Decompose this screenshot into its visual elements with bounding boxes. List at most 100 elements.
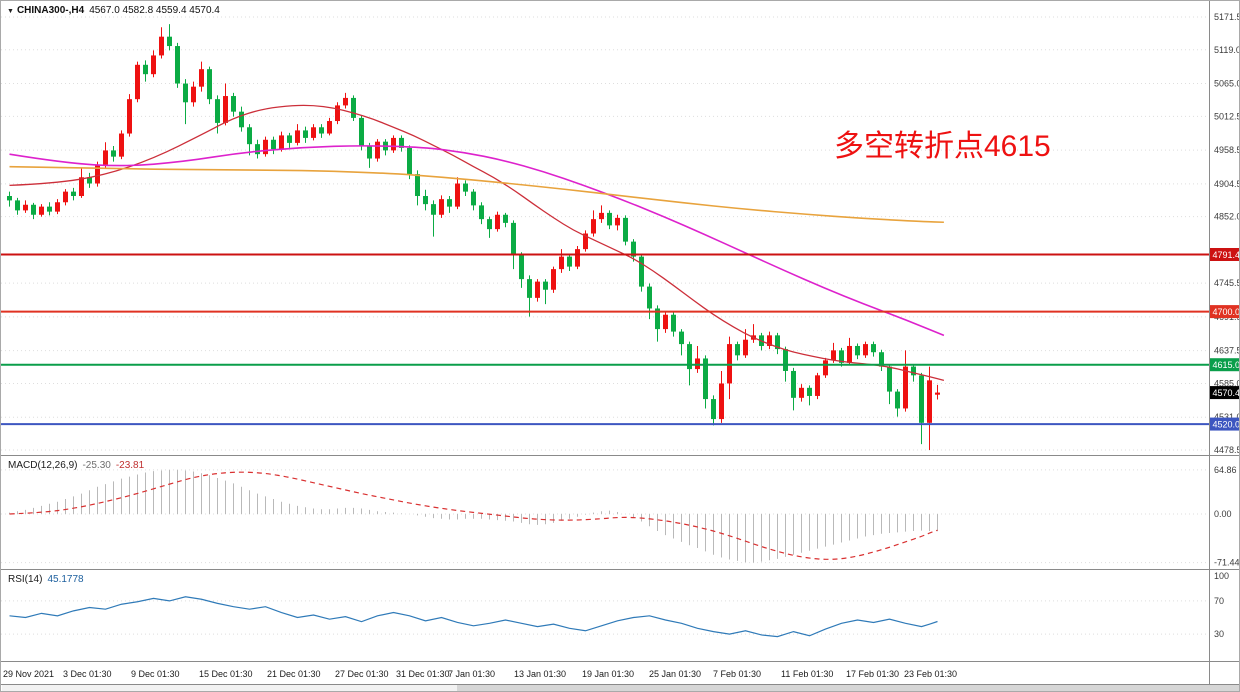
candle-body [775, 335, 780, 350]
time-axis: 29 Nov 2021 3 Dec 01:30 9 Dec 01:30 15 Dec … [1, 669, 1239, 683]
hline-price-badge-label: 4520.0 [1213, 420, 1240, 430]
candle-body [127, 99, 132, 134]
price-tick-label: 5171.5 [1214, 12, 1239, 22]
price-tick-label: 5065.0 [1214, 79, 1239, 89]
time-label: 7 Feb 01:30 [713, 669, 762, 679]
candle-body [735, 344, 740, 356]
time-label: 27 Dec 01:30 [335, 669, 389, 679]
price-tick-label: 4585.0 [1214, 378, 1239, 388]
candles-layer [7, 24, 940, 450]
time-label: 25 Jan 01:30 [649, 669, 702, 679]
time-label: 21 Dec 01:30 [267, 669, 321, 679]
current-price-badge [1210, 386, 1239, 400]
candle-body [39, 206, 44, 215]
candle-body [615, 217, 620, 226]
candle-body [159, 36, 164, 56]
candle-body [647, 286, 652, 309]
rsi-tick-label: 70 [1214, 596, 1224, 606]
time-label: 17 Feb 01:30 [846, 669, 900, 679]
scrollbar-thumb[interactable] [457, 685, 1239, 691]
candle-body [231, 96, 236, 112]
candle-body [271, 139, 276, 150]
price-tick-label: 4478.5 [1214, 445, 1239, 455]
candle-body [847, 345, 852, 363]
price-tick-label: 4745.5 [1214, 278, 1239, 288]
collapse-triangle-icon[interactable]: ▼ [7, 8, 14, 15]
candle-body [863, 344, 868, 356]
candle-body [799, 387, 804, 398]
candle-body [183, 83, 188, 103]
candle-body [311, 127, 316, 138]
candle-body [303, 130, 308, 138]
candle-body [447, 199, 452, 207]
candle-body [15, 200, 20, 211]
candle-body [543, 281, 548, 290]
time-label: 11 Feb 01:30 [781, 669, 834, 679]
candle-body [639, 256, 644, 287]
horizontal-lines-layer [1, 253, 1209, 426]
moving-averages-layer [9, 104, 945, 381]
macd-panel-layer: 64.86 0.00 -71.44 [1, 465, 1239, 568]
candle-body [327, 121, 332, 134]
candle-body [87, 177, 92, 184]
candle-body [607, 212, 612, 226]
candle-body [535, 281, 540, 298]
candle-body [919, 375, 924, 423]
time-label: 31 Dec 01:30 [396, 669, 450, 679]
candle-body [551, 269, 556, 290]
candle-body [903, 366, 908, 409]
candle-body [703, 358, 708, 400]
macd-main-value: -25.30 [82, 460, 111, 471]
candle-body [399, 137, 404, 148]
candle-body [423, 196, 428, 205]
horizontal-scrollbar[interactable] [2, 685, 1239, 691]
candle-body [367, 146, 372, 159]
candle-body [711, 399, 716, 420]
candle-body [103, 150, 108, 165]
candle-body [823, 360, 828, 376]
candle-body [911, 366, 916, 376]
candle-body [663, 314, 668, 330]
candle-body [287, 135, 292, 143]
hline-price-badge [1210, 305, 1239, 319]
candle-body [151, 55, 156, 75]
macd-name: MACD(12,26,9) [8, 460, 78, 471]
candle-body [215, 99, 220, 123]
candle-body [351, 97, 356, 118]
ma-fast-line [9, 104, 945, 381]
rsi-panel-layer: 100 70 30 [1, 571, 1229, 639]
candle-body [583, 233, 588, 250]
annotation-text: 多空转折点4615 [834, 130, 1051, 163]
rsi-name: RSI(14) [8, 574, 43, 585]
candle-body [479, 205, 484, 220]
hline-price-badge-label: 4615.0 [1213, 360, 1240, 370]
candle-body [807, 387, 812, 396]
candle-body [927, 380, 932, 423]
time-label: 7 Jan 01:30 [448, 669, 496, 679]
candle-body [207, 69, 212, 100]
candle-body [239, 111, 244, 128]
price-badges-layer: 4791.4 4700.0 4615.0 4520.0 4570.4 [1210, 247, 1240, 431]
ma-slow-line [9, 165, 944, 224]
candle-body [191, 86, 196, 103]
candle-body [143, 64, 148, 75]
candle-body [335, 105, 340, 122]
rsi-line [9, 596, 938, 638]
candle-body [631, 241, 636, 257]
price-tick-label: 5012.5 [1214, 111, 1239, 121]
hline-price-badge [1210, 247, 1239, 261]
candle-body [503, 214, 508, 223]
candle-body [319, 127, 324, 134]
price-tick-label: 4531.0 [1214, 412, 1239, 422]
price-tick-label: 4637.5 [1214, 346, 1239, 356]
candle-body [655, 308, 660, 330]
candle-body [7, 196, 12, 201]
symbol-timeframe-label: CHINA300-,H4 [16, 5, 85, 16]
candle-body [79, 177, 84, 197]
candle-body [455, 183, 460, 207]
candle-body [343, 97, 348, 106]
candle-body [431, 204, 436, 215]
macd-tick-label: 64.86 [1214, 465, 1237, 475]
candle-body [767, 335, 772, 346]
